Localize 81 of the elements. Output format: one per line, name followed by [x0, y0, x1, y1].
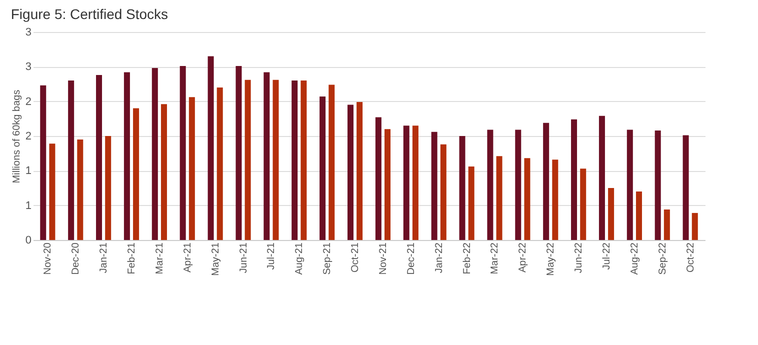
bar — [580, 168, 586, 240]
chart-title: Figure 5: Certified Stocks — [10, 6, 168, 22]
bar — [300, 80, 307, 240]
bar — [375, 117, 382, 240]
y-tick-label: 3 — [25, 26, 32, 38]
x-tick-label: Sep-22 — [657, 242, 668, 275]
bar — [515, 130, 522, 240]
bar — [244, 80, 251, 240]
x-tick-label: Dec-20 — [70, 242, 82, 275]
bar — [49, 144, 56, 240]
bar — [571, 119, 578, 240]
bar — [626, 130, 633, 240]
bar — [384, 129, 391, 240]
x-tick-label: Jun-22 — [574, 242, 585, 274]
bar — [496, 156, 502, 240]
bar — [292, 80, 298, 240]
bar — [68, 80, 74, 240]
y-tick-label: 1 — [25, 165, 32, 178]
bar — [608, 188, 614, 240]
bar — [664, 209, 670, 240]
bar — [440, 144, 446, 240]
x-tick-label: Oct-21 — [350, 242, 362, 273]
bar — [543, 122, 550, 240]
bar — [77, 139, 84, 240]
x-tick-label: Feb-22 — [462, 242, 473, 274]
y-tick-label: 3 — [25, 61, 32, 74]
y-axis-title: Millions of 60kg bags — [11, 90, 22, 184]
bar — [636, 191, 642, 240]
x-tick-label: Aug-22 — [629, 242, 640, 275]
y-tick-label: 2 — [25, 96, 32, 108]
bar — [487, 130, 494, 240]
bar — [692, 212, 698, 240]
x-tick-label: Jul-22 — [602, 242, 613, 270]
x-tick-label: Jan-21 — [98, 242, 110, 274]
x-tick-label: Apr-22 — [518, 242, 529, 273]
bar — [105, 136, 112, 240]
bar — [208, 56, 214, 240]
y-tick-label: 1 — [25, 200, 32, 212]
bar — [216, 87, 223, 240]
x-tick-label: Oct-22 — [685, 242, 696, 273]
bar — [552, 160, 558, 240]
bar — [403, 126, 410, 240]
x-tick-label: Sep-21 — [322, 242, 334, 275]
bar — [124, 72, 130, 240]
x-tick-label: May-22 — [546, 242, 557, 276]
bar — [459, 136, 466, 240]
bar — [133, 108, 140, 240]
bar — [180, 66, 186, 240]
bar — [654, 130, 661, 240]
x-tick-label: Apr-21 — [182, 242, 194, 273]
bar — [152, 68, 158, 240]
x-tick-label: Dec-21 — [406, 242, 417, 275]
x-tick-label: Jan-22 — [434, 242, 445, 274]
bar — [188, 97, 195, 240]
bar — [431, 132, 438, 240]
bar — [160, 104, 167, 240]
bar — [468, 166, 474, 240]
x-tick-label: Jun-21 — [238, 242, 250, 274]
x-tick-label: Nov-20 — [42, 242, 54, 275]
bar — [328, 84, 335, 240]
bar — [682, 135, 689, 240]
bar — [40, 85, 46, 240]
y-tick-label: 0 — [25, 234, 32, 246]
x-tick-label: Jul-21 — [266, 242, 278, 270]
x-tick-label: Feb-21 — [126, 242, 138, 274]
bar — [320, 96, 326, 240]
x-tick-label: Mar-21 — [154, 242, 166, 274]
bar — [412, 126, 418, 240]
bar — [264, 72, 270, 240]
x-tick-label: Mar-22 — [490, 242, 501, 274]
bar — [356, 102, 363, 240]
bar — [347, 104, 354, 240]
bar — [598, 116, 605, 240]
bar — [96, 74, 102, 240]
y-tick-label: 2 — [25, 130, 32, 142]
x-tick-label: Aug-21 — [294, 242, 306, 275]
x-tick-label: Nov-21 — [378, 242, 389, 275]
bar — [272, 80, 279, 240]
bar — [236, 66, 242, 240]
bar — [524, 158, 530, 240]
x-tick-label: May-21 — [210, 242, 222, 276]
